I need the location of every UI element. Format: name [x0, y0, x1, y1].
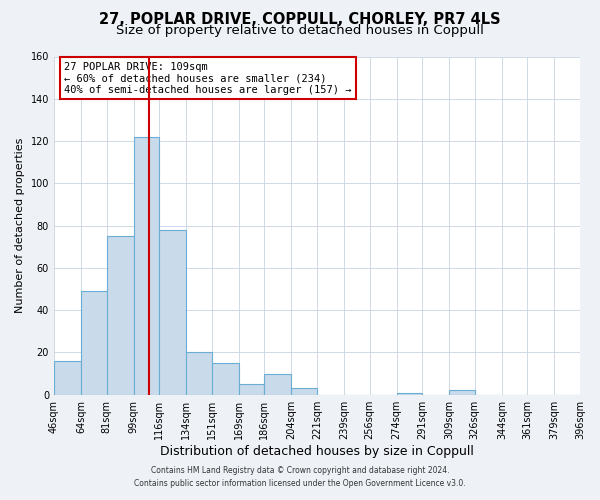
Text: 27, POPLAR DRIVE, COPPULL, CHORLEY, PR7 4LS: 27, POPLAR DRIVE, COPPULL, CHORLEY, PR7 …: [99, 12, 501, 28]
Bar: [212, 363, 239, 394]
Text: 27 POPLAR DRIVE: 109sqm
← 60% of detached houses are smaller (234)
40% of semi-d: 27 POPLAR DRIVE: 109sqm ← 60% of detache…: [64, 62, 352, 95]
Bar: [186, 352, 212, 395]
X-axis label: Distribution of detached houses by size in Coppull: Distribution of detached houses by size …: [160, 444, 474, 458]
Text: Contains HM Land Registry data © Crown copyright and database right 2024.
Contai: Contains HM Land Registry data © Crown c…: [134, 466, 466, 487]
Bar: [134, 137, 159, 394]
Bar: [449, 390, 475, 394]
Y-axis label: Number of detached properties: Number of detached properties: [15, 138, 25, 314]
Text: Size of property relative to detached houses in Coppull: Size of property relative to detached ho…: [116, 24, 484, 37]
Bar: [292, 388, 317, 394]
Bar: [107, 236, 134, 394]
Bar: [397, 392, 422, 394]
Bar: [239, 384, 265, 394]
Bar: [54, 361, 81, 394]
Bar: [81, 291, 107, 395]
Bar: [265, 374, 292, 394]
Bar: [159, 230, 186, 394]
